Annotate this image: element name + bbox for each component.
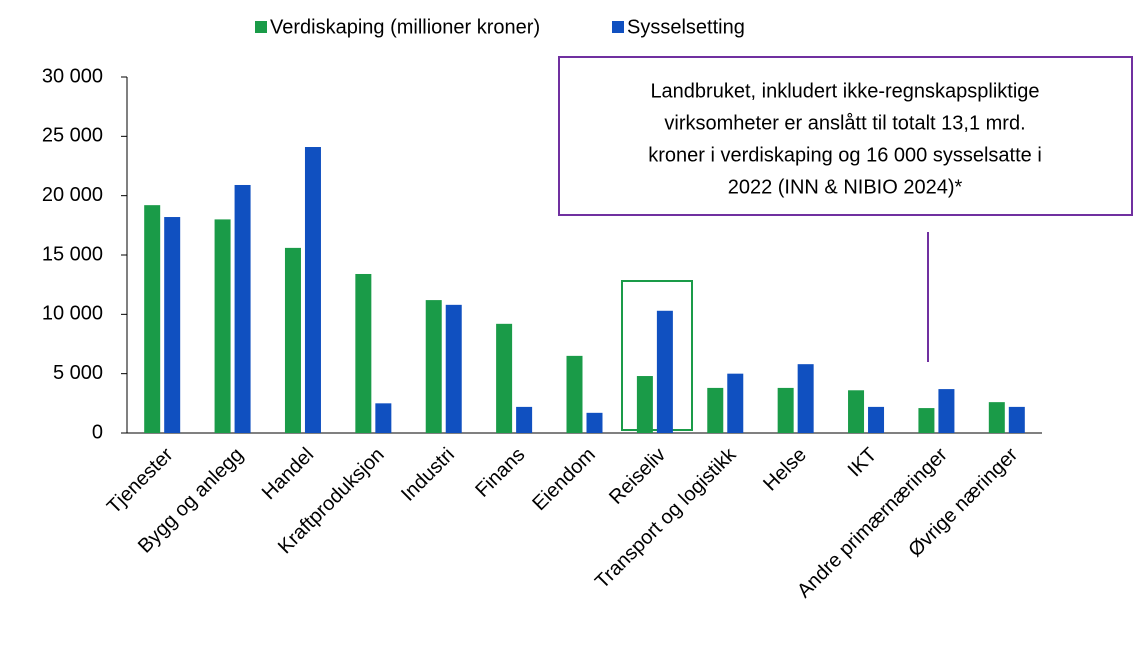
bar	[284, 247, 301, 433]
x-tick-label: Tjenester	[103, 443, 178, 518]
bar	[445, 304, 462, 433]
x-tick-label: Finans	[471, 444, 529, 502]
annotation-box	[558, 56, 1133, 216]
x-tick-label: Reiseliv	[605, 444, 670, 509]
y-tick-label: 0	[92, 421, 103, 443]
y-tick-label: 30 000	[42, 65, 103, 87]
legend-swatch	[612, 21, 624, 33]
x-tick-label: Handel	[258, 444, 318, 504]
bar	[656, 310, 673, 433]
bar	[797, 364, 814, 433]
bar	[566, 355, 583, 433]
y-tick-label: 20 000	[42, 184, 103, 206]
bar	[848, 390, 865, 433]
y-tick-label: 25 000	[42, 125, 103, 147]
bar	[918, 408, 935, 433]
y-tick-label: 5 000	[53, 362, 103, 384]
bar	[164, 217, 181, 433]
legend-label: Sysselsetting	[627, 16, 745, 38]
bar	[586, 412, 603, 433]
bar	[425, 300, 442, 433]
bar	[727, 373, 744, 433]
bar	[144, 205, 161, 433]
annotation-text: Landbruket, inkludert ikke-regnskapsplik…	[650, 80, 1039, 102]
bar	[516, 406, 533, 433]
bar	[988, 402, 1005, 433]
annotation-text: virksomheter er anslått til totalt 13,1 …	[664, 112, 1025, 134]
bar	[496, 323, 513, 433]
bar	[636, 376, 653, 433]
x-tick-label: Eiendom	[528, 444, 599, 515]
legend-swatch	[255, 21, 267, 33]
annotation-text: 2022 (INN & NIBIO 2024)*	[728, 176, 963, 198]
bar	[1008, 406, 1025, 433]
bar	[868, 406, 885, 433]
x-tick-label: Industri	[397, 444, 459, 506]
x-tick-label: Helse	[759, 444, 811, 496]
bar	[938, 389, 955, 433]
bar	[214, 219, 231, 433]
legend-label: Verdiskaping (millioner kroner)	[270, 16, 540, 38]
x-tick-label: Transport og logistikk	[591, 443, 741, 593]
annotation-text: kroner i verdiskaping og 16 000 sysselsa…	[648, 144, 1042, 166]
y-tick-label: 15 000	[42, 243, 103, 265]
bar	[234, 184, 251, 433]
bar	[375, 403, 392, 433]
bar	[777, 387, 794, 433]
x-tick-label: IKT	[844, 444, 882, 482]
bar	[304, 147, 321, 433]
bar	[707, 387, 724, 433]
bar	[355, 273, 372, 433]
y-tick-label: 10 000	[42, 303, 103, 325]
